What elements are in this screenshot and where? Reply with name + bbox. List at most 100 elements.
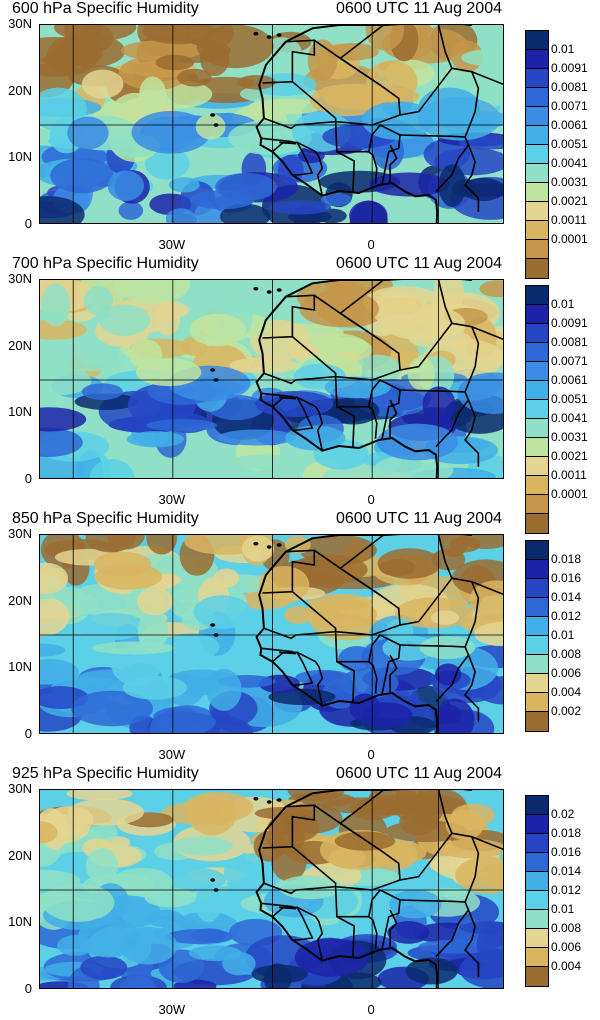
country-border	[389, 909, 398, 948]
contour-patch	[126, 431, 184, 448]
country-border	[262, 804, 316, 849]
country-border	[437, 280, 453, 324]
colorbar-swatch	[526, 617, 548, 636]
contour-patch	[334, 831, 396, 851]
contour-patch	[307, 593, 372, 611]
colorbar	[525, 540, 549, 732]
contour-patch	[118, 201, 144, 220]
country-border	[262, 549, 316, 594]
contour-patch	[81, 69, 124, 99]
contour-patch	[363, 286, 444, 320]
island	[213, 378, 219, 382]
contour-patch	[430, 610, 460, 625]
colorbar-label: 0.0031	[551, 175, 588, 189]
contour-patch	[278, 875, 342, 900]
colorbar-label: 0.0061	[551, 373, 588, 387]
colorbar-swatch	[526, 343, 548, 362]
colorbar-swatch	[526, 145, 548, 164]
colorbar-label: 0.0081	[551, 80, 588, 94]
contour-patch	[373, 454, 454, 478]
country-border	[262, 294, 316, 339]
map-panel-2: 700 hPa Specific Humidity 0600 UTC 11 Aug…	[0, 255, 600, 534]
panel-timestamp: 0600 UTC 11 Aug 2004	[335, 0, 502, 17]
contour-patch	[195, 883, 222, 923]
contour-patch	[419, 635, 476, 660]
colorbar-swatch	[526, 381, 548, 400]
contour-patch	[368, 172, 450, 197]
contour-patch	[327, 397, 380, 425]
country-border	[437, 790, 453, 834]
island	[266, 35, 272, 39]
contour-patch	[389, 889, 442, 919]
colorbar-swatch	[526, 674, 548, 693]
country-border	[338, 25, 385, 86]
country-border	[464, 909, 480, 977]
contour-patch	[64, 25, 102, 51]
contour-patch	[42, 51, 85, 69]
country-border	[336, 378, 401, 439]
contour-patch	[476, 924, 503, 965]
contour-patch	[477, 862, 503, 888]
colorbar-swatch	[526, 221, 548, 240]
island	[266, 800, 272, 804]
island	[213, 888, 219, 892]
contour-patch	[190, 190, 255, 210]
colorbar-label: 0.0081	[551, 335, 588, 349]
latitude-label: 30N	[8, 526, 32, 541]
contour-patch	[184, 792, 254, 823]
country-border	[271, 906, 314, 941]
colorbar-swatch	[526, 560, 548, 579]
contour-patch	[437, 839, 503, 859]
contour-patch	[429, 857, 456, 873]
country-border	[296, 651, 324, 706]
colorbar-swatch	[526, 286, 548, 305]
country-border	[336, 888, 401, 949]
colorbar-swatch	[526, 107, 548, 126]
colorbar-label: 0.006	[551, 940, 582, 954]
country-border	[368, 151, 378, 184]
island	[253, 286, 259, 291]
map-panel-1: 600 hPa Specific Humidity 0600 UTC 11 Aug…	[0, 0, 600, 279]
island	[213, 123, 219, 127]
island	[213, 633, 219, 637]
country-border	[334, 886, 356, 957]
colorbar-swatch	[526, 88, 548, 107]
latitude-label: 30N	[8, 271, 32, 286]
contour-patch	[376, 423, 458, 461]
contour-patch	[310, 84, 385, 117]
colorbar-swatch	[526, 164, 548, 183]
colorbar-label: 0.0001	[551, 232, 588, 246]
longitude-label: 30W	[158, 492, 186, 507]
colorbar-swatch	[526, 202, 548, 221]
contour-patch	[285, 425, 346, 451]
contour-patch	[40, 821, 58, 844]
contour-patch	[405, 957, 458, 985]
colorbar-swatch	[526, 796, 548, 815]
island	[210, 113, 216, 117]
latitude-label: 30N	[8, 16, 32, 31]
colorbar-swatch	[526, 910, 548, 929]
contour-patch	[298, 148, 325, 164]
colorbar-swatch	[526, 69, 548, 88]
contour-patch	[89, 459, 135, 478]
contour-patch	[226, 616, 310, 658]
country-border	[338, 535, 385, 596]
colorbar-swatch	[526, 693, 548, 712]
latitude-label: 20N	[8, 82, 32, 98]
latitude-label: 20N	[8, 592, 32, 608]
contour-patch	[206, 668, 242, 711]
colorbar-label: 0.0091	[551, 61, 588, 75]
humidity-map	[39, 789, 504, 989]
contour-patch	[155, 54, 195, 71]
contour-patch	[79, 612, 146, 641]
contour-patch	[422, 386, 456, 423]
island	[253, 796, 259, 801]
country-border	[334, 376, 356, 447]
colorbar-label: 0.016	[551, 845, 582, 859]
island	[253, 541, 259, 546]
contour-patch	[135, 358, 202, 387]
latitude-label: 30N	[8, 781, 32, 796]
contour-patch	[222, 951, 256, 976]
colorbar-swatch	[526, 948, 548, 967]
contour-patch	[146, 419, 218, 432]
